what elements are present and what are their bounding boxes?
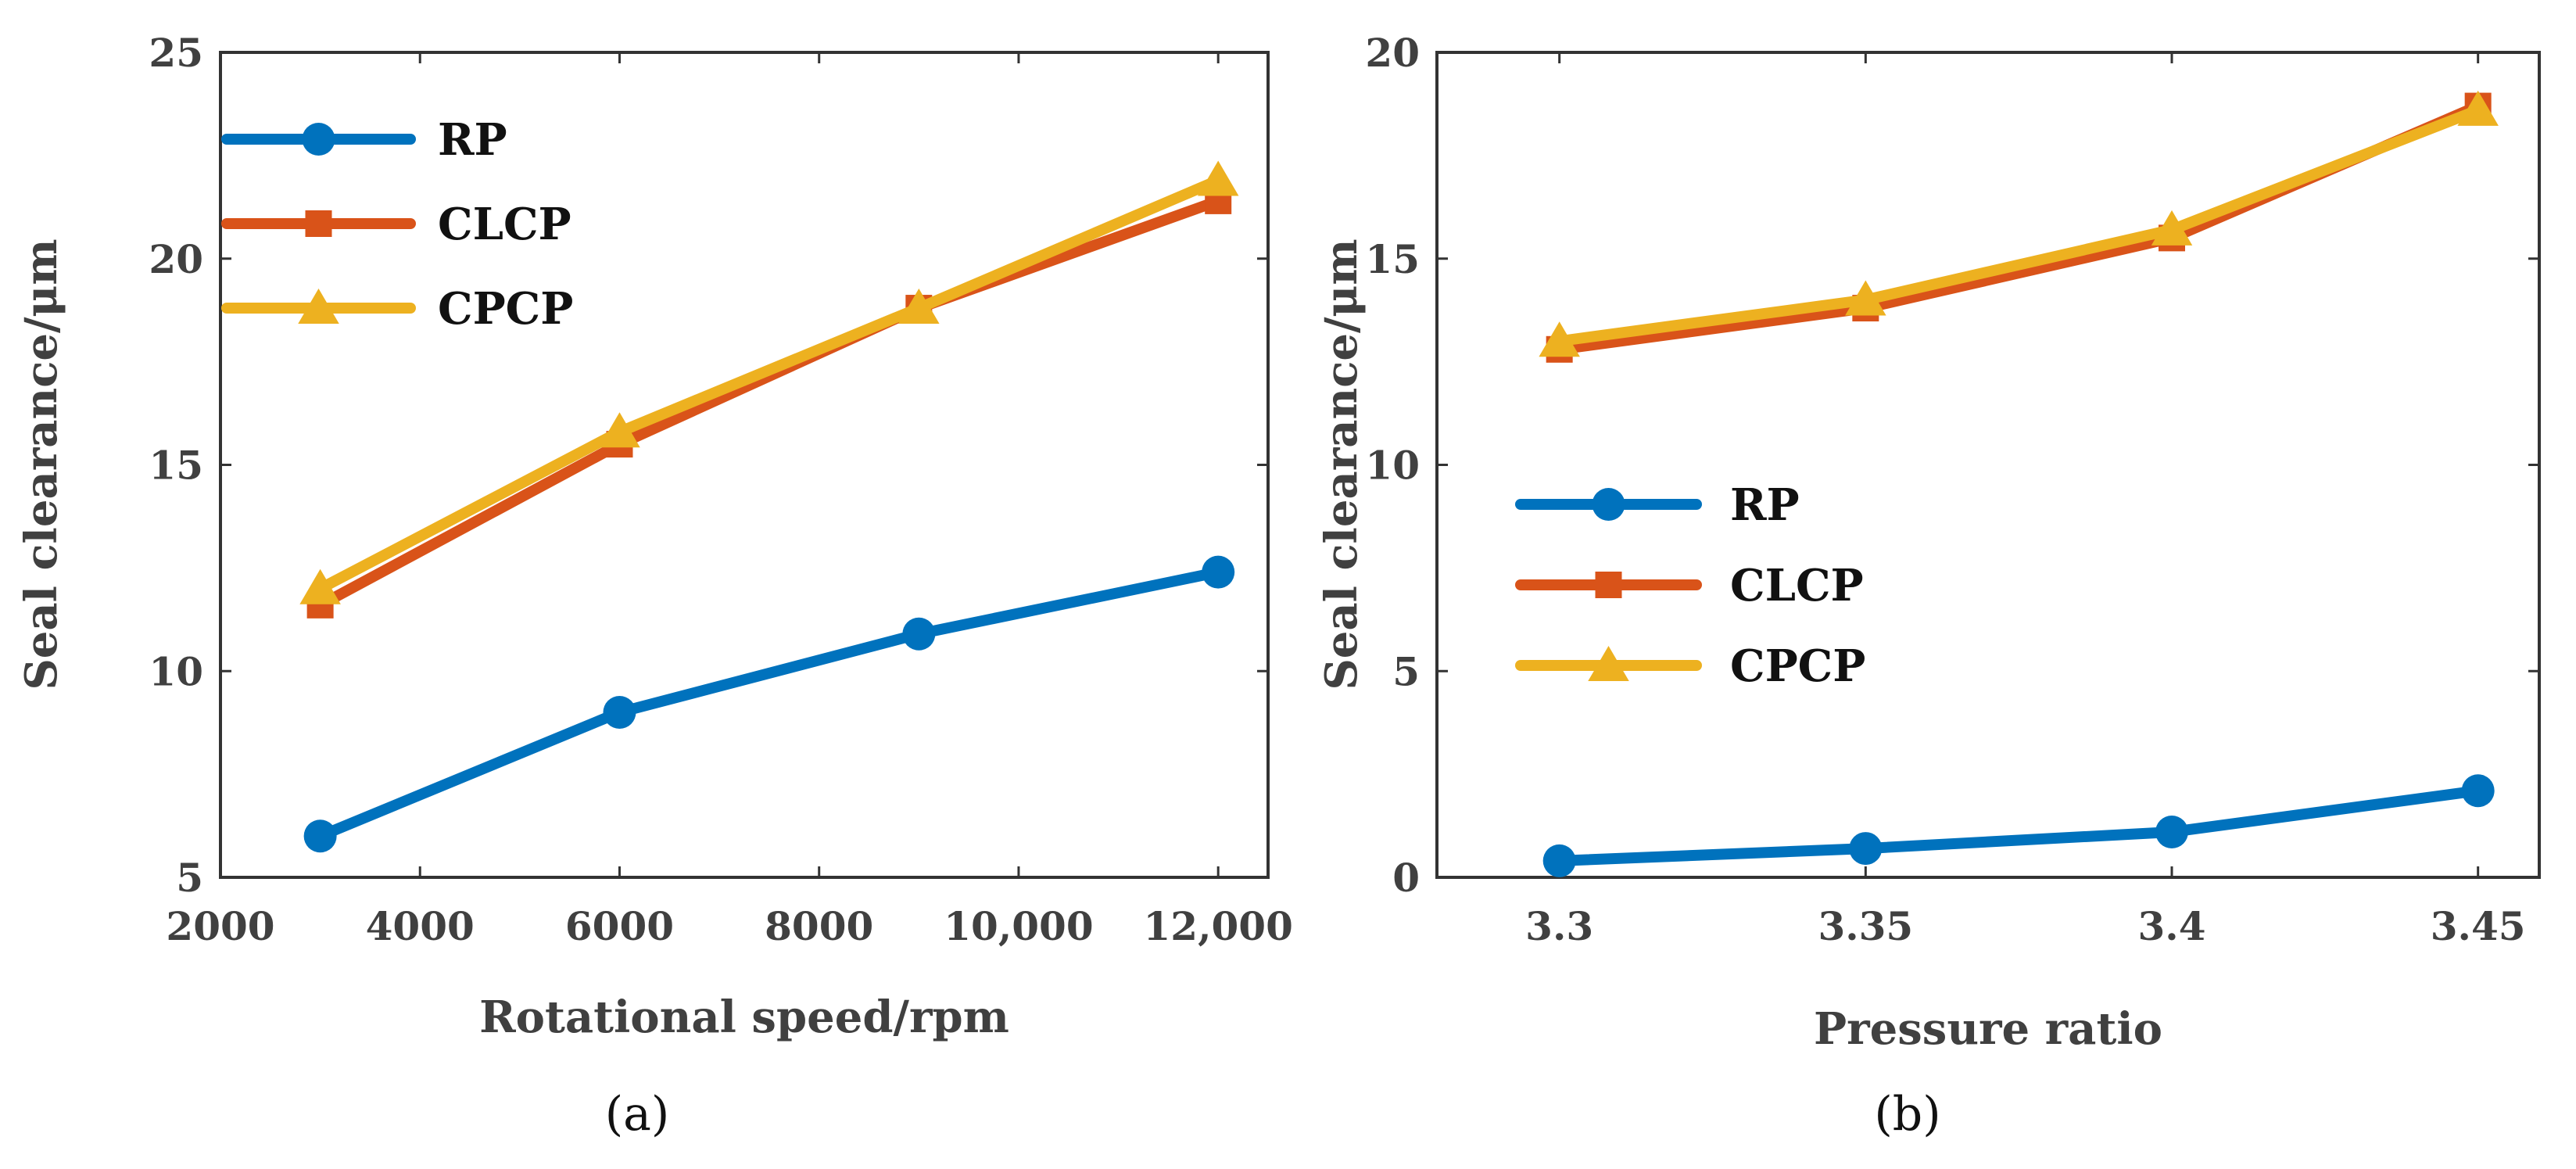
data-point-cpcp-b-2 (2151, 210, 2193, 246)
data-point-rp-b-1 (1849, 832, 1883, 866)
legend-label-cpcp-a: CPCP (438, 283, 573, 335)
y-tick-label-b-2: 10 (1365, 443, 1420, 489)
x-tick-label-a-0: 2000 (166, 903, 274, 949)
x-tick-label-a-4: 10,000 (944, 903, 1093, 949)
x-tick-label-b-0: 3.3 (1525, 903, 1593, 949)
legend-a: RP CLCP CPCP (221, 114, 573, 335)
x-tick-label-a-2: 6000 (565, 903, 674, 949)
data-point-rp-b-2 (2155, 815, 2188, 848)
y-tick-label-a-0: 5 (176, 855, 203, 901)
legend-marker-cpcp-b (1588, 646, 1629, 681)
x-axis-title-b: Pressure ratio (1814, 1003, 2162, 1055)
caption-b: (b) (1874, 1087, 1940, 1142)
data-point-rp-a-1 (603, 696, 636, 729)
y-tick-label-b-3: 15 (1365, 236, 1420, 282)
x-axis-title-a: Rotational speed/rpm (479, 991, 1009, 1043)
legend-marker-clcp-b (1595, 572, 1622, 598)
legend-label-clcp-a: CLCP (438, 199, 571, 250)
data-point-cpcp-a-2 (898, 289, 940, 325)
y-axis-title-b: Seal clearance/μm (1316, 238, 1367, 690)
legend-label-cpcp-b: CPCP (1730, 640, 1865, 692)
y-tick-label-a-2: 15 (149, 443, 203, 489)
x-tick-label-a-3: 8000 (765, 903, 873, 949)
data-point-rp-a-3 (1202, 555, 1235, 589)
x-tick-label-b-3: 3.45 (2431, 903, 2526, 949)
legend-marker-clcp-a (305, 210, 332, 237)
data-point-rp-b-3 (2461, 774, 2495, 808)
x-tick-label-a-5: 12,000 (1144, 903, 1293, 949)
y-tick-label-a-1: 10 (149, 648, 203, 694)
legend-label-rp-a: RP (438, 114, 507, 166)
legend-label-clcp-b: CLCP (1730, 560, 1864, 611)
plot-frame-b (1435, 51, 2541, 879)
data-point-rp-b-0 (1542, 844, 1576, 877)
y-tick-label-a-3: 20 (149, 236, 203, 282)
data-point-cpcp-b-0 (1539, 321, 1580, 357)
legend-marker-cpcp-a (298, 289, 339, 324)
series-line-clcp-b (1553, 100, 2484, 355)
x-tick-label-b-2: 3.4 (2138, 903, 2206, 949)
legend-marker-rp-b (1592, 488, 1625, 521)
x-tick-label-b-1: 3.35 (1818, 903, 1913, 949)
legend-marker-rp-a (302, 123, 335, 156)
series-layer-a (299, 160, 1239, 853)
axis-ticks-a: 2000 4000 6000 8000 10,000 12,000 5 10 15 20 25 (149, 30, 1292, 949)
x-tick-label-a-1: 4000 (366, 903, 475, 949)
series-line-rp-b (1553, 785, 2484, 866)
chart-panel-b: 3.3 3.35 3.4 3.45 0 5 10 15 20 RP CLCP CPCP Pressu… (1316, 30, 2541, 1142)
series-line-cpcp-a (314, 174, 1224, 594)
data-point-cpcp-b-1 (1845, 280, 1886, 316)
data-point-rp-a-2 (902, 617, 936, 651)
data-point-cpcp-a-3 (1197, 160, 1239, 196)
data-point-rp-a-0 (303, 819, 337, 853)
series-line-clcp-a (314, 195, 1224, 611)
data-point-cpcp-a-1 (599, 412, 640, 448)
legend-label-rp-b: RP (1730, 479, 1800, 531)
axis-ticks-b: 3.3 3.35 3.4 3.45 0 5 10 15 20 (1365, 30, 2539, 949)
y-axis-title-a: Seal clearance/μm (16, 238, 67, 690)
caption-a: (a) (605, 1087, 670, 1142)
y-tick-label-b-1: 5 (1392, 648, 1420, 694)
legend-b: RP CLCP CPCP (1515, 479, 1865, 692)
data-point-cpcp-b-3 (2457, 90, 2499, 126)
series-layer-b (1539, 90, 2499, 877)
data-point-cpcp-a-0 (299, 568, 341, 604)
series-line-cpcp-b (1553, 104, 2484, 347)
chart-panel-a: 2000 4000 6000 8000 10,000 12,000 5 10 15 20 25 RP… (16, 30, 1293, 1142)
y-tick-label-b-4: 20 (1365, 30, 1420, 76)
plot-frame-a (219, 51, 1270, 879)
y-tick-label-a-4: 25 (149, 30, 203, 76)
series-line-rp-a (314, 566, 1224, 842)
y-tick-label-b-0: 0 (1392, 855, 1420, 901)
